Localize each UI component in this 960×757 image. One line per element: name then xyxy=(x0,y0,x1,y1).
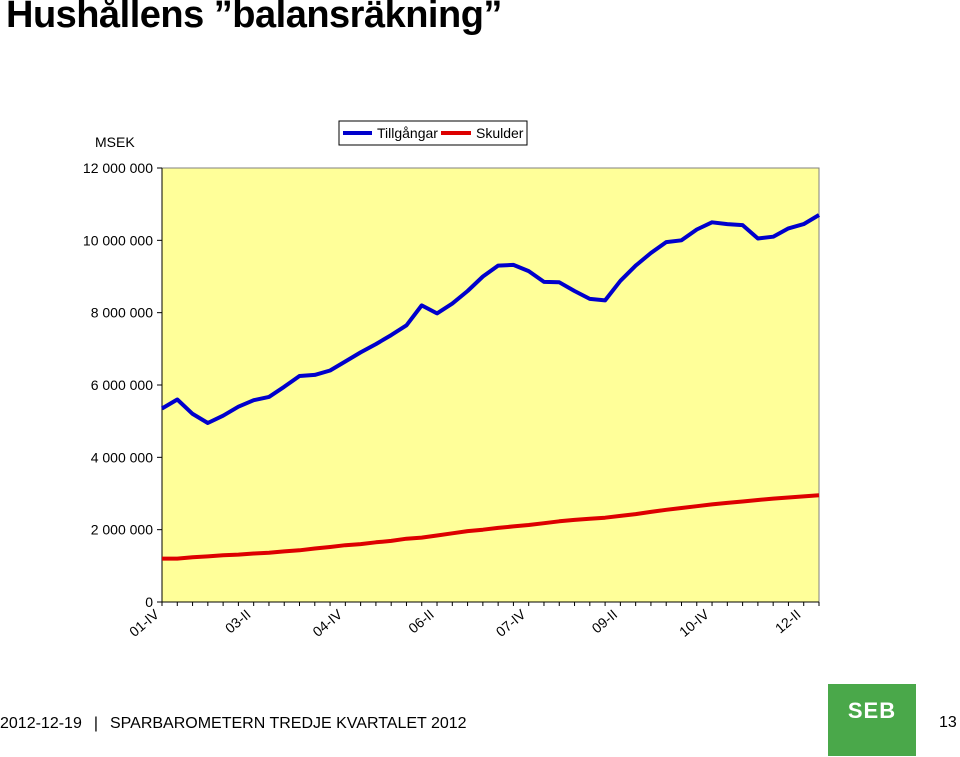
x-tick-label: 12-II xyxy=(772,606,804,636)
logo-text: SEB xyxy=(847,698,897,723)
y-tick-label: 10 000 000 xyxy=(83,232,153,248)
y-tick-label: 2 000 000 xyxy=(91,522,153,538)
page-title: Hushållens ”balansräkning” xyxy=(6,0,502,36)
legend-label-debts: Skulder xyxy=(476,125,524,141)
series-line-debts xyxy=(162,493,820,561)
x-tick-label: 04-IV xyxy=(309,606,345,640)
seb-logo: SEB xyxy=(828,684,916,756)
x-tick-label: 06-II xyxy=(405,606,437,636)
y-tick-label: 8 000 000 xyxy=(91,305,153,321)
x-tick-label: 09-II xyxy=(589,606,621,636)
footer-text: SPARBAROMETERN TREDJE KVARTALET 2012 xyxy=(110,715,467,732)
y-tick-label: 6 000 000 xyxy=(91,377,153,393)
legend: Tillgångar Skulder xyxy=(338,120,528,146)
x-tick-label: 07-IV xyxy=(493,606,529,640)
y-axis-label: MSEK xyxy=(95,134,135,150)
series-line-assets xyxy=(160,213,821,425)
page-number: 13 xyxy=(939,714,957,731)
y-tick-label: 4 000 000 xyxy=(91,449,153,465)
balance-chart: MSEK 0 2 000 000 4 000 000 6 000 000 8 000 0… xyxy=(83,120,821,640)
footer: 2012-12-19 | SPARBAROMETERN TREDJE KVARTAL… xyxy=(0,715,467,733)
footer-separator: | xyxy=(93,715,98,732)
footer-date: 2012-12-19 xyxy=(0,715,82,732)
x-tick-label: 03-II xyxy=(222,606,254,636)
legend-label-assets: Tillgångar xyxy=(377,125,438,141)
x-tick-label: 10-IV xyxy=(676,606,712,640)
y-tick-label: 0 xyxy=(145,594,153,610)
y-tick-label: 12 000 000 xyxy=(83,160,153,176)
plot-area xyxy=(161,167,820,603)
x-tick-label: 01-IV xyxy=(126,606,162,640)
